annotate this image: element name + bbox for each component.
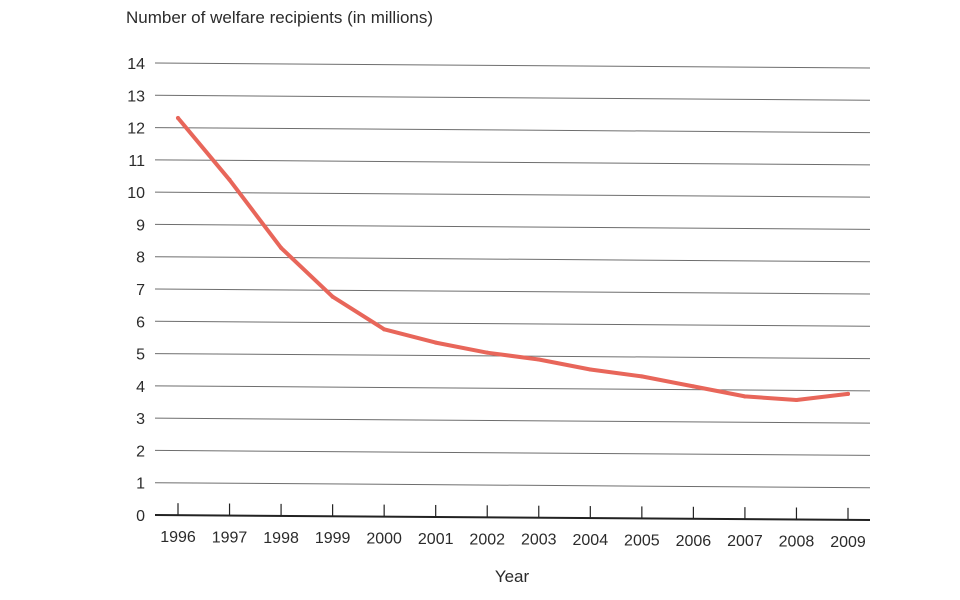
- gridlines: [154, 62, 871, 489]
- gridline-10: [154, 191, 871, 198]
- gridline-12: [154, 127, 871, 134]
- data-point: [639, 374, 644, 379]
- data-point: [485, 350, 490, 355]
- y-tick-label: 5: [136, 347, 145, 364]
- x-tick-label: 2007: [727, 533, 763, 550]
- y-tick-label: 0: [136, 508, 145, 525]
- gridline-13: [154, 94, 871, 101]
- y-tick-label: 9: [136, 217, 145, 234]
- y-tick-label: 6: [136, 314, 145, 331]
- data-point: [279, 245, 284, 250]
- x-tick-label: 2006: [676, 533, 712, 550]
- y-tick-label: 4: [136, 379, 145, 396]
- gridline-3: [154, 417, 871, 424]
- y-tick-label: 11: [128, 153, 145, 170]
- gridline-11: [154, 159, 871, 166]
- gridline-14: [154, 62, 871, 69]
- x-tick-label: 2002: [469, 531, 505, 548]
- data-point: [227, 177, 232, 182]
- gridline-9: [154, 223, 871, 230]
- data-point: [330, 294, 335, 299]
- data-point: [794, 398, 799, 403]
- x-tick-label: 1997: [212, 530, 248, 547]
- x-tick-label: 2005: [624, 532, 660, 549]
- x-axis-ticks: 1996 1997 1998 1999 2000 2001 2002 2003 2004 2005…: [160, 503, 866, 551]
- y-tick-label: 8: [136, 250, 145, 267]
- y-tick-label: 7: [136, 282, 145, 299]
- series-line: [176, 116, 850, 402]
- y-axis-title: Number of welfare recipients (in million…: [126, 8, 433, 27]
- data-point: [742, 394, 747, 399]
- gridline-8: [154, 256, 871, 263]
- x-tick-label: 2000: [366, 531, 402, 548]
- gridline-7: [154, 288, 871, 295]
- x-tick-label: 1996: [160, 529, 196, 546]
- x-axis-line: [154, 514, 871, 522]
- data-point: [691, 384, 696, 389]
- gridline-1: [154, 482, 871, 489]
- y-tick-label: 14: [127, 56, 145, 73]
- x-tick-label: 2004: [573, 532, 609, 549]
- gridline-6: [154, 320, 871, 327]
- x-tick-label: 2009: [830, 534, 866, 551]
- data-point: [588, 367, 593, 372]
- y-tick-label: 2: [136, 443, 145, 460]
- gridline-4: [154, 385, 871, 392]
- x-tick-label: 2008: [779, 533, 815, 550]
- data-point: [382, 327, 387, 332]
- y-tick-label: 10: [127, 185, 145, 202]
- y-tick-label: 3: [136, 411, 145, 428]
- y-tick-label: 12: [127, 121, 145, 138]
- y-tick-label: 1: [136, 476, 145, 493]
- data-point: [433, 340, 438, 345]
- data-point: [536, 357, 541, 362]
- x-tick-label: 2003: [521, 532, 557, 549]
- x-tick-label: 1998: [263, 530, 299, 547]
- x-tick-label: 1999: [315, 530, 351, 547]
- data-point: [846, 391, 850, 396]
- y-tick-label: 13: [127, 88, 145, 105]
- data-point: [176, 116, 180, 121]
- x-axis-title: Year: [495, 567, 530, 586]
- gridline-2: [154, 449, 871, 456]
- series-group: [176, 116, 850, 403]
- x-tick-label: 2001: [418, 531, 454, 548]
